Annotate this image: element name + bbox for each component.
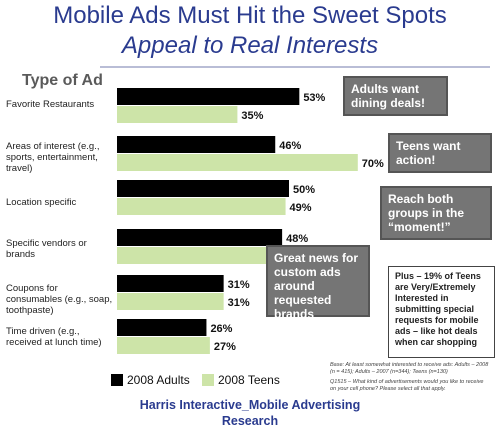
bar-adults-interest — [117, 136, 276, 153]
data-label-teens-interest: 70% — [362, 158, 384, 170]
bar-teens-location — [117, 198, 286, 215]
callout-dining: Adults want dining deals! — [343, 76, 448, 116]
callout-reach: Reach both groups in the “moment!” — [380, 186, 492, 240]
category-label-restaurants: Favorite Restaurants — [6, 99, 95, 110]
axis-title: Type of Ad — [22, 72, 103, 89]
callout-plus: Plus – 19% of Teens are Very/Extremely I… — [388, 266, 495, 358]
callout-brands: Great news for custom ads around request… — [266, 245, 370, 321]
base-note-text: Base: At least somewhat interested to re… — [330, 362, 489, 375]
chart-title: Mobile Ads Must Hit the Sweet Spots — [53, 2, 447, 29]
bar-adults-location — [117, 180, 289, 197]
legend-item-adults: 2008 Adults — [111, 373, 190, 387]
data-label-adults-vendors: 48% — [286, 233, 308, 245]
chart-subtitle: Appeal to Real Interests — [121, 32, 379, 59]
bar-adults-time — [117, 319, 207, 336]
data-label-teens-location: 49% — [290, 202, 312, 214]
legend-swatch-teens — [202, 374, 214, 386]
category-label-interest: Areas of interest (e.g., sports, enterta… — [6, 141, 100, 174]
bar-teens-vendors — [117, 247, 269, 264]
question-note-text: Q1515 – What kind of advertisements woul… — [330, 379, 484, 392]
callout-teens: Teens want action! — [388, 133, 492, 173]
bar-adults-vendors — [117, 229, 283, 246]
category-label-time: Time driven (e.g., received at lunch tim… — [6, 326, 102, 348]
data-label-teens-time: 27% — [214, 341, 236, 353]
data-label-adults-interest: 46% — [279, 140, 301, 152]
legend-swatch-adults — [111, 374, 123, 386]
legend-item-teens: 2008 Teens — [202, 373, 280, 387]
data-label-teens-coupons: 31% — [228, 297, 250, 309]
legend-label-teens: 2008 Teens — [218, 373, 280, 387]
data-label-adults-restaurants: 53% — [303, 92, 325, 104]
category-label-location: Location specific — [6, 197, 77, 208]
title-divider — [100, 66, 490, 68]
data-label-adults-coupons: 31% — [228, 279, 250, 291]
footer-source: Harris Interactive_Mobile Advertising Re… — [0, 397, 500, 429]
data-label-adults-time: 26% — [210, 323, 232, 335]
bar-teens-restaurants — [117, 106, 238, 123]
footer-line1: Harris Interactive_Mobile Advertising — [139, 398, 361, 412]
base-note: Base: At least somewhat interested to re… — [330, 362, 490, 393]
bar-teens-interest — [117, 154, 358, 171]
bar-adults-restaurants — [117, 88, 300, 105]
category-label-coupons: Coupons for consumables (e.g., soap, too… — [6, 283, 113, 316]
category-label-vendors: Specific vendors or brands — [6, 238, 87, 260]
legend-label-adults: 2008 Adults — [127, 373, 190, 387]
bar-teens-time — [117, 337, 210, 354]
bar-adults-coupons — [117, 275, 224, 292]
footer-line2: Research — [221, 414, 279, 428]
data-label-teens-restaurants: 35% — [241, 110, 263, 122]
bar-teens-coupons — [117, 293, 224, 310]
data-label-adults-location: 50% — [293, 184, 315, 196]
